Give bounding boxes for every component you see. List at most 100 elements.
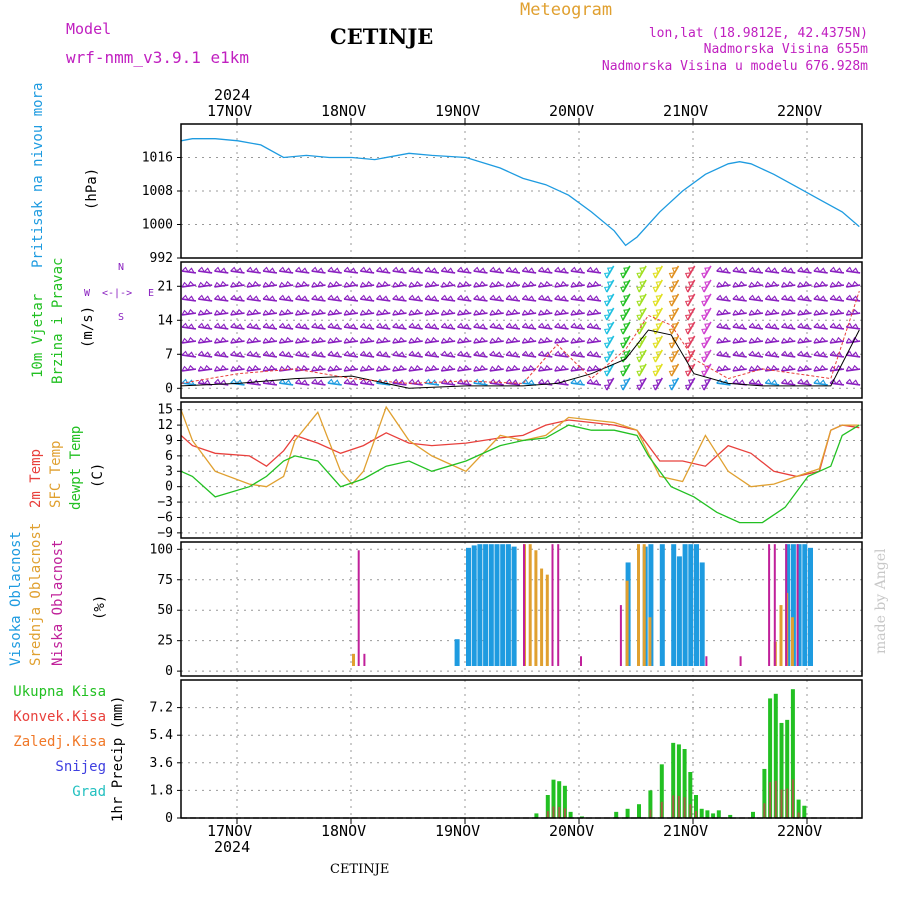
wind-barb xyxy=(732,266,747,274)
ytick-label-pressure-0: 1016 xyxy=(142,151,173,166)
wind-barb xyxy=(521,364,537,372)
wind-barb xyxy=(327,364,342,372)
precip-conv-bar xyxy=(683,797,686,818)
cloud-bar-high xyxy=(676,556,682,666)
cloud-bar-mid xyxy=(540,568,544,666)
wind-barb xyxy=(554,266,569,274)
wind-barb xyxy=(829,308,845,316)
wind-barb xyxy=(570,308,585,316)
wind-barb xyxy=(327,308,342,316)
wind-barb xyxy=(780,280,796,288)
panel-frame-precip xyxy=(180,679,863,819)
wind-barb xyxy=(262,336,278,344)
wind-barb xyxy=(797,364,812,372)
wind-barb xyxy=(845,350,861,358)
wind-barb xyxy=(684,349,696,363)
wind-barb xyxy=(295,322,310,330)
wind-gust-line xyxy=(180,290,860,384)
wind-barb xyxy=(586,378,602,386)
wind-barb xyxy=(668,321,680,335)
cloud-bar-low xyxy=(619,605,622,666)
wind-barb xyxy=(764,294,780,302)
wind-barb xyxy=(603,279,615,293)
precip-bar xyxy=(751,811,755,818)
precip-conv-bar xyxy=(695,811,697,818)
wind-barb xyxy=(457,378,472,386)
wind-barb xyxy=(343,336,359,344)
wind-barb xyxy=(505,378,521,386)
wind-barb xyxy=(278,294,294,302)
wind-barb xyxy=(636,265,647,279)
cloud-bar-mid xyxy=(528,544,532,666)
wind-barb xyxy=(375,280,391,288)
wind-barb xyxy=(505,322,521,330)
wind-barb xyxy=(408,350,423,358)
wind-barb xyxy=(295,378,310,386)
wind-barb xyxy=(197,308,213,316)
wind-barb xyxy=(311,378,326,386)
wind-barb xyxy=(213,280,229,288)
precip-bar xyxy=(534,813,539,818)
wind-barb xyxy=(620,265,631,279)
wind-barb xyxy=(538,294,553,302)
wind-barb xyxy=(732,350,747,358)
altitude-label: Nadmorska Visina 655m xyxy=(703,42,868,57)
precip-bar xyxy=(614,811,619,818)
panel-frame-cloud xyxy=(180,541,863,677)
precip-conv-bar xyxy=(763,803,766,818)
wind-barb xyxy=(764,378,780,386)
wind-barb xyxy=(716,350,731,358)
ytick-label-cloud-1: 75 xyxy=(157,573,173,588)
wind-barb xyxy=(586,266,602,274)
wind-barb xyxy=(278,322,294,330)
wind-barb xyxy=(343,294,359,302)
wind-barb xyxy=(570,378,585,386)
wind-barb xyxy=(262,364,278,372)
wind-barb xyxy=(213,336,229,344)
wind-barb xyxy=(473,364,488,372)
wind-barb xyxy=(375,364,391,372)
precip-conv-bar xyxy=(558,806,561,818)
wind-barb xyxy=(213,364,229,372)
bottom-day-label-2: 19NOV xyxy=(435,822,481,840)
wind-barb xyxy=(764,322,780,330)
panel-frame-pressure xyxy=(180,123,863,259)
precip-bar xyxy=(762,768,767,818)
wind-barb xyxy=(197,336,213,344)
wind-barb xyxy=(668,293,680,307)
precip-bar xyxy=(785,719,790,818)
wind-barb xyxy=(521,280,537,288)
wind-barb xyxy=(732,308,747,316)
wind-barb xyxy=(230,280,245,288)
wind-barb xyxy=(456,364,472,372)
wind-barb xyxy=(603,293,615,307)
ytick-label-precip-3: 1.8 xyxy=(150,783,173,798)
wind-barb xyxy=(230,308,245,316)
precip-bar xyxy=(568,811,573,818)
precip-legend-item-4: Grad xyxy=(72,784,106,800)
wind-barb xyxy=(294,308,310,316)
wind-barb xyxy=(457,322,472,330)
wind-barb xyxy=(359,364,375,372)
precip-bar xyxy=(699,808,704,818)
wind-barb xyxy=(586,336,602,344)
precip-legend-item-3: Snijeg xyxy=(55,759,106,775)
wind-barb xyxy=(262,350,278,358)
wind-barb xyxy=(781,294,796,302)
wind-barb xyxy=(716,280,731,288)
top-day-label-0: 17NOV xyxy=(207,102,253,120)
wind-barb xyxy=(505,266,521,274)
wind-barb xyxy=(505,280,521,288)
precip-conv-bar xyxy=(546,811,549,818)
precip-legend-item-0: Ukupna Kisa xyxy=(13,684,106,700)
wind-barb xyxy=(262,294,278,302)
wind-barb xyxy=(732,280,747,288)
cloud-bar-mid xyxy=(352,653,355,666)
wind-barb xyxy=(408,294,423,302)
ytick-label-temp-1: 12 xyxy=(157,418,173,433)
ytick-label-temp-0: 15 xyxy=(157,403,173,418)
wind-barb xyxy=(375,308,391,316)
wind-barb xyxy=(295,266,310,274)
precip-legend-item-2: Zaledj.Kisa xyxy=(13,734,106,750)
